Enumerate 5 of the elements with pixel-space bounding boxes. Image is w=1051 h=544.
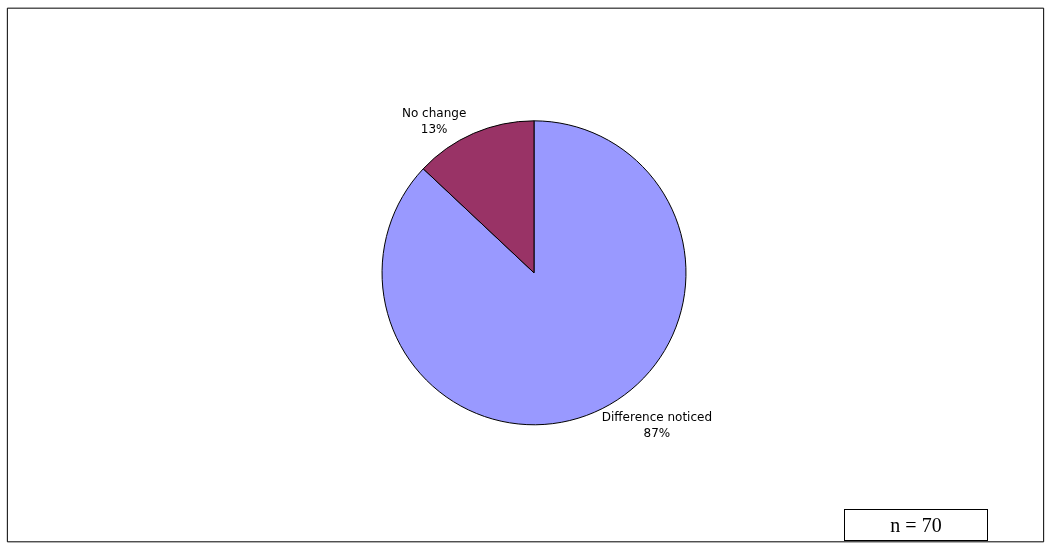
- text: n = 70: [890, 514, 942, 536]
- slice-label: Difference noticed: [601, 409, 713, 424]
- data-label: 87%: [643, 425, 671, 440]
- slice-label: No change: [401, 106, 467, 121]
- data-label: 13%: [420, 121, 448, 136]
